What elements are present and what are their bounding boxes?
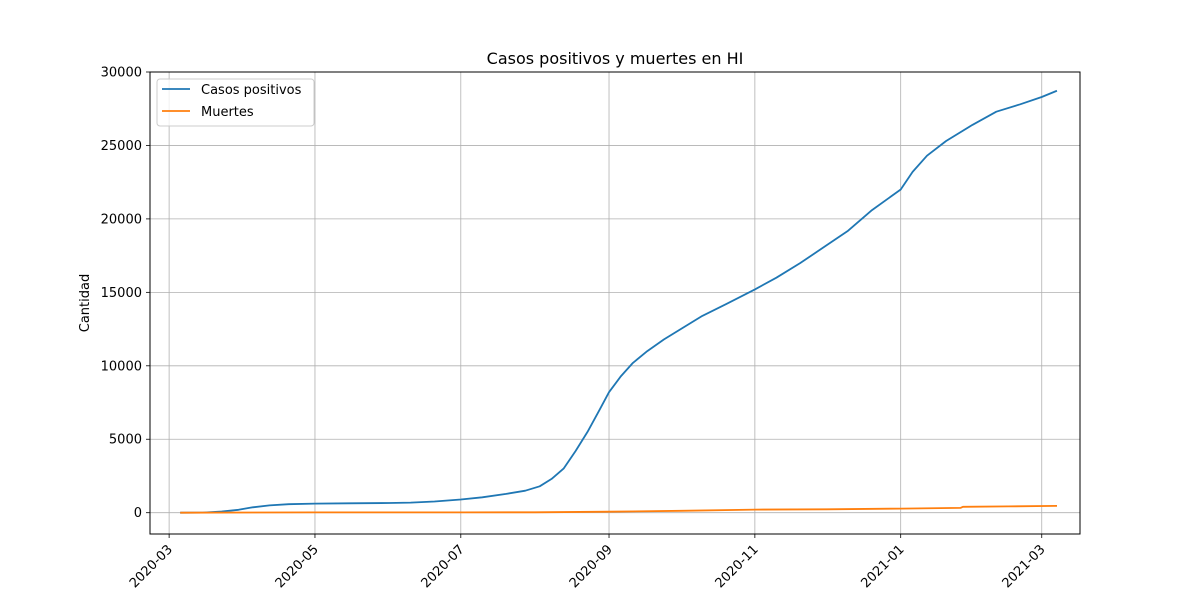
x-axis: 2020-03 2020-05 2020-07 2020-09 2020-11 2021-… xyxy=(127,534,1049,591)
series-line-muertes xyxy=(181,506,1056,513)
y-tick-label: 25000 xyxy=(101,139,142,154)
grid-lines xyxy=(150,72,1080,534)
x-tick-label: 2020-09 xyxy=(567,542,616,591)
chart-title: Casos positivos y muertes en HI xyxy=(487,49,744,68)
x-tick-label: 2021-03 xyxy=(1000,542,1049,591)
y-tick-label: 10000 xyxy=(101,359,142,374)
y-tick-label: 15000 xyxy=(101,286,142,301)
series-line-casos-positivos xyxy=(181,91,1056,513)
plot-frame xyxy=(150,72,1080,534)
x-tick-label: 2021-01 xyxy=(859,542,908,591)
series-lines xyxy=(181,91,1056,513)
x-tick-label: 2020-03 xyxy=(127,542,176,591)
y-axis-label: Cantidad xyxy=(78,274,93,332)
y-tick-label: 30000 xyxy=(101,66,142,81)
legend-label: Muertes xyxy=(201,105,254,120)
y-tick-label: 20000 xyxy=(101,212,142,227)
legend-label: Casos positivos xyxy=(201,83,302,98)
x-tick-label: 2020-05 xyxy=(273,542,322,591)
y-tick-label: 0 xyxy=(134,506,142,521)
y-axis: 0 5000 10000 15000 20000 25000 30000 xyxy=(101,66,150,522)
legend: Casos positivos Muertes xyxy=(157,79,314,126)
x-tick-label: 2020-07 xyxy=(419,542,468,591)
y-tick-label: 5000 xyxy=(109,433,142,448)
x-tick-label: 2020-11 xyxy=(713,542,762,591)
